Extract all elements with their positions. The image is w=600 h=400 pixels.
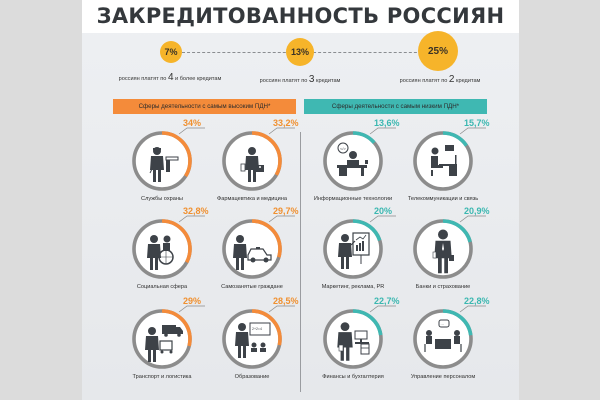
svg-text:</>: </> [340,146,346,151]
truck-icon [132,309,192,369]
section-header-low: Сферы деятельности с самым низким ПДН* [304,99,487,114]
column-divider [300,132,301,392]
banker-icon [413,219,473,279]
percentage-label: 20% [374,206,393,216]
title-band [82,0,519,33]
low-item: ... 22,8% Управление персоналом [398,296,490,384]
percentage-label: 32,8% [183,206,209,216]
leader-line [369,215,396,223]
percentage-label: 22,7% [374,296,400,306]
low-item: 20% Маркетинг, реклама, PR [308,206,398,294]
sector-label: Транспорт и логистика [132,374,192,380]
stat-circle-2-credits: 25% [418,31,458,71]
sector-label: Финансы и бухгалтерия [322,374,384,380]
stat-caption-3-credits: россиян платят по 3 кредитам [259,74,341,85]
percentage-label: 33,2% [273,118,299,128]
leader-line [268,215,295,223]
high-item: 33,2% Фармацевтика и медицина [207,118,298,206]
sector-label: Управление персоналом [410,374,476,380]
leader-line [178,127,205,135]
infographic-card: ЗАКРЕДИТОВАННОСТЬ РОССИЯН 7% 13% 25% рос… [82,0,519,400]
sector-label: Самозанятые граждане [221,284,283,290]
high-item: 32,8% Социальная сфера [117,206,209,294]
leader-line [459,305,486,313]
percentage-label: 13,6% [374,118,400,128]
stat-circle-4-credits: 7% [160,41,182,63]
operator-icon [413,131,473,191]
sector-label: Маркетинг, реклама, PR [321,284,385,290]
section-header-high: Сферы деятельности с самым высоким ПДН* [113,99,296,114]
low-item: 22,7% Финансы и бухгалтерия [308,296,399,384]
leader-line [459,127,486,135]
high-item: 34% Службы охраны [117,118,207,206]
leader-line [369,305,396,313]
leader-line [268,127,295,135]
stat-circle-3-credits: 13% [286,38,314,66]
sector-label: Службы охраны [141,196,183,202]
percentage-label: 15,7% [464,118,490,128]
sector-label: Телекоммуникации и связь [407,196,479,202]
wheelchair-icon [132,219,192,279]
page-title: ЗАКРЕДИТОВАННОСТЬ РОССИЯН [96,4,505,28]
stat-caption-2-credits: россиян платят по 2 кредитам [399,74,481,85]
accountant-icon [323,309,383,369]
svg-text:2+2=4: 2+2=4 [252,327,262,331]
percentage-label: 28,5% [273,296,299,306]
high-item: 29,7% Самозанятые граждане [207,206,298,294]
low-item: </> 13,6% Информационные технологии [308,118,400,206]
stat-caption-4-credits: россиян платят по 4 и более кредитам [118,72,222,83]
high-item: 29% Транспорт и логистика [117,296,207,384]
percentage-label: 34% [183,118,202,128]
sector-label: Социальная сфера [136,284,188,290]
teacher-icon: 2+2=4 [222,309,282,369]
doctor-icon [222,131,282,191]
sector-label: Банки и страхование [415,284,471,290]
leader-line [369,127,396,135]
leader-line [459,215,486,223]
percentage-label: 29,7% [273,206,299,216]
programmer-icon: </> [323,131,383,191]
leader-line [268,305,295,313]
percentage-label: 22,8% [464,296,490,306]
security-guard-icon [132,131,192,191]
presentation-icon [323,219,383,279]
percentage-label: 20,9% [464,206,490,216]
meeting-icon: ... [413,309,473,369]
sector-label: Фармацевтика и медицина [217,196,287,202]
sector-label: Образование [234,374,270,380]
high-item: 2+2=4 28,5% Образование [207,296,299,384]
low-item: 20,9% Банки и страхование [398,206,490,294]
leader-line [178,215,205,223]
low-item: 15,7% Телекоммуникации и связь [398,118,490,206]
percentage-label: 29% [183,296,202,306]
sector-label: Информационные технологии [313,196,393,202]
leader-line [178,305,205,313]
taxi-icon [222,219,282,279]
svg-text:...: ... [441,321,444,326]
